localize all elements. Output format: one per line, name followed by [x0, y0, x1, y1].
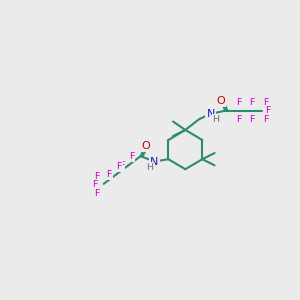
Text: F: F	[236, 98, 242, 107]
Text: O: O	[141, 141, 150, 151]
Text: F: F	[94, 189, 100, 198]
Text: F: F	[249, 98, 254, 107]
Text: F: F	[129, 152, 134, 161]
Text: H: H	[146, 163, 153, 172]
Text: N: N	[150, 157, 159, 166]
Text: F: F	[249, 115, 254, 124]
Text: F: F	[92, 180, 98, 189]
Text: F: F	[263, 98, 269, 107]
Text: F: F	[94, 172, 100, 181]
Text: F: F	[106, 170, 112, 179]
Text: F: F	[263, 115, 269, 124]
Text: F: F	[116, 162, 122, 171]
Text: F: F	[265, 106, 270, 115]
Text: N: N	[206, 109, 215, 119]
Text: F: F	[119, 161, 124, 170]
Text: F: F	[236, 115, 242, 124]
Text: O: O	[216, 96, 225, 106]
Text: H: H	[213, 116, 220, 124]
